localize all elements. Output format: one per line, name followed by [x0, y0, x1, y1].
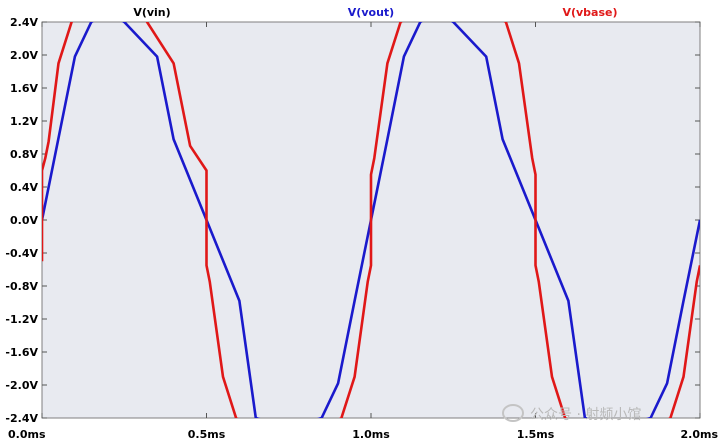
- y-tick-label: -0.8V: [5, 280, 38, 293]
- y-tick-label: 2.4V: [10, 16, 38, 29]
- y-tick-label: -0.4V: [5, 247, 38, 260]
- legend-vout: V(vout): [348, 6, 394, 19]
- y-tick-label: -2.4V: [5, 412, 38, 425]
- x-tick-label: 1.0ms: [352, 428, 390, 441]
- y-tick-label: 0.0V: [10, 214, 38, 227]
- x-tick-label: 0.0ms: [8, 428, 46, 441]
- legend: V(vin) V(vout) V(vbase): [133, 6, 617, 19]
- y-tick-label: 1.2V: [10, 115, 38, 128]
- traces: [42, 22, 700, 418]
- x-axis: 0.0ms 0.5ms 1.0ms 1.5ms 2.0ms: [8, 22, 718, 441]
- y-tick-label: 0.4V: [10, 181, 38, 194]
- y-tick-label: -1.6V: [5, 346, 38, 359]
- y-tick-label: 1.6V: [10, 82, 38, 95]
- y-tick-label: -2.0V: [5, 379, 38, 392]
- watermark: 公众号 · 射频小馆: [502, 404, 641, 424]
- y-tick-label: -1.2V: [5, 313, 38, 326]
- y-tick-label: 2.0V: [10, 49, 38, 62]
- wechat-icon: [502, 404, 524, 422]
- watermark-text: 公众号 · 射频小馆: [530, 407, 642, 423]
- series-line-vvout: [42, 22, 700, 418]
- x-tick-label: 1.5ms: [517, 428, 555, 441]
- y-tick-label: 0.8V: [10, 148, 38, 161]
- legend-vin: V(vin): [133, 6, 170, 19]
- y-axis: 2.4V 2.0V 1.6V 1.2V 0.8V 0.4V 0.0V -0.4V -0.8V -1…: [5, 16, 700, 425]
- x-tick-label: 2.0ms: [681, 428, 719, 441]
- series-line-vvbase: [42, 22, 700, 418]
- legend-vbase: V(vbase): [562, 6, 617, 19]
- x-tick-label: 0.5ms: [188, 428, 226, 441]
